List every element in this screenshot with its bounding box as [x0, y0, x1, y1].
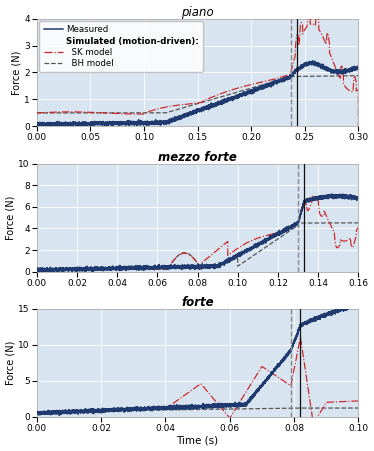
- Title: forte: forte: [181, 296, 214, 309]
- Y-axis label: Force (N): Force (N): [6, 195, 16, 240]
- Legend: Measured, Simulated (motion-driven):,   SK model,   BH model: Measured, Simulated (motion-driven):, SK…: [39, 21, 203, 72]
- Title: mezzo forte: mezzo forte: [158, 151, 237, 164]
- Title: piano: piano: [181, 5, 214, 18]
- Y-axis label: Force (N): Force (N): [6, 341, 16, 385]
- Y-axis label: Force (N): Force (N): [11, 51, 21, 95]
- X-axis label: Time (s): Time (s): [177, 436, 219, 446]
